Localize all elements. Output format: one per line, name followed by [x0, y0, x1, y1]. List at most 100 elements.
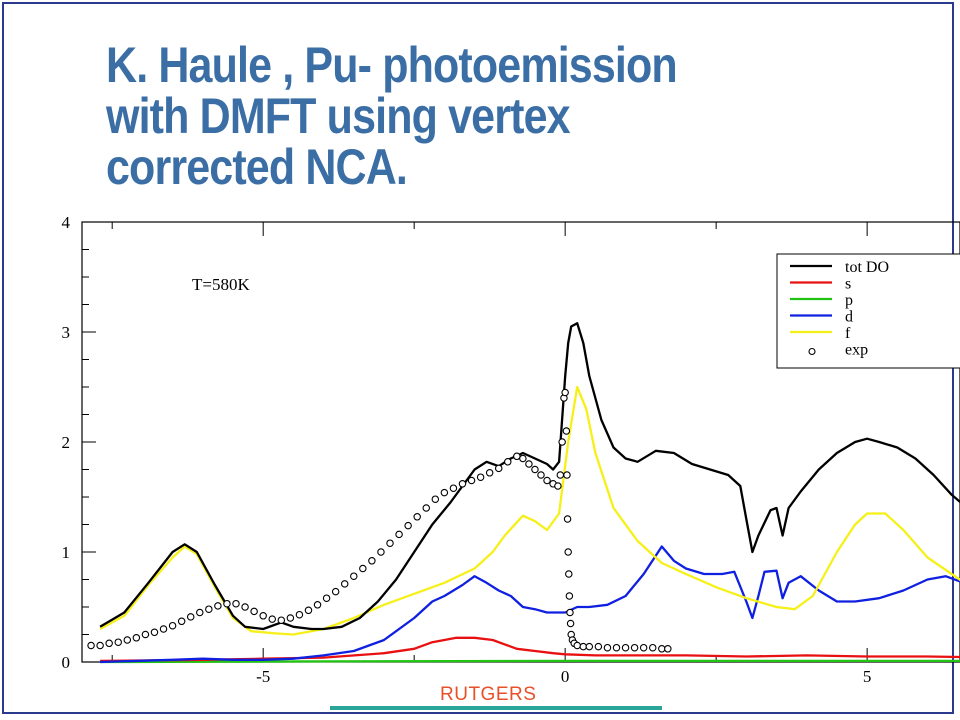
exp-data-point: [494, 464, 503, 473]
exp-data-point: [476, 473, 485, 481]
exp-data-point: [331, 587, 340, 596]
exp-data-point: [141, 630, 150, 639]
series-line-tot-dos: [99, 322, 960, 631]
exp-data-point: [504, 458, 512, 466]
exp-data-point: [664, 645, 672, 653]
exp-data-point: [386, 539, 394, 547]
exp-data-point: [658, 645, 666, 653]
title-line: corrected NCA.: [106, 139, 408, 195]
footer-label: RUTGERS: [440, 684, 537, 705]
exp-data-point: [566, 608, 574, 617]
exp-data-point: [150, 628, 159, 637]
legend-label: d: [845, 309, 853, 326]
y-tick-label: 3: [62, 323, 71, 342]
footer-bar: [330, 706, 662, 710]
exp-data-point: [564, 548, 572, 556]
exp-data-point: [123, 636, 132, 644]
series-line-d: [100, 545, 960, 664]
exp-data-point: [563, 515, 572, 523]
exp-data-point: [250, 607, 258, 616]
exp-data-point: [350, 572, 358, 580]
exp-data-point: [565, 570, 573, 578]
exp-data-point: [359, 564, 367, 573]
exp-data-point: [573, 641, 581, 650]
exp-data-point: [395, 530, 403, 539]
exp-data-point: [241, 603, 249, 611]
exp-data-point: [513, 452, 521, 461]
y-tick-label: 4: [62, 213, 71, 232]
exp-data-point: [268, 615, 276, 623]
x-tick-label: -5: [256, 667, 270, 686]
exp-data-point: [639, 643, 648, 652]
exp-data-point: [313, 601, 322, 609]
exp-data-point: [458, 480, 467, 488]
x-tick-label: 0: [561, 667, 570, 686]
exp-data-point: [603, 643, 612, 652]
slide-title: K. Haule , Pu- photoemission with DMFT u…: [106, 40, 760, 193]
series-layer: [87, 322, 960, 664]
exp-data-point: [531, 465, 539, 474]
exp-data-point: [594, 642, 603, 651]
legend-label: p: [845, 292, 853, 309]
exp-data-point: [556, 471, 565, 479]
exp-data-point: [558, 438, 566, 446]
legend-label: tot DO: [845, 259, 889, 276]
exp-data-point: [295, 610, 304, 619]
exp-data-point: [340, 580, 349, 588]
title-line: K. Haule , Pu- photoemission: [106, 37, 678, 93]
title-line: with DMFT using vertex: [106, 88, 571, 144]
exp-data-point: [519, 454, 527, 463]
exp-data-point: [562, 427, 571, 435]
exp-data-point: [214, 602, 222, 610]
exp-data-point: [612, 643, 621, 652]
exp-data-point: [467, 476, 476, 485]
exp-data-point: [621, 643, 630, 652]
exp-data-point: [368, 557, 376, 565]
x-tick-label: 5: [863, 667, 872, 686]
exp-data-point: [648, 643, 657, 652]
exp-data-point: [286, 614, 295, 622]
legend-box: [776, 253, 960, 369]
legend-label: f: [845, 325, 851, 342]
legend-label: s: [845, 276, 851, 293]
exp-data-point: [485, 469, 494, 477]
exp-data-point: [105, 639, 113, 648]
exp-data-point: [543, 476, 551, 485]
exp-data-point: [431, 495, 440, 503]
exp-data-point: [196, 608, 204, 617]
exp-data-point: [563, 471, 571, 479]
exp-data-point: [422, 504, 430, 512]
exp-data-point: [205, 605, 213, 613]
exp-data-point: [277, 616, 286, 624]
exp-data-point: [132, 634, 141, 642]
exp-data-point: [223, 599, 231, 608]
exp-data-point: [449, 484, 458, 492]
exp-data-point: [96, 641, 104, 650]
series-line-s: [100, 636, 960, 663]
exp-data-point: [87, 641, 95, 650]
exp-data-point: [585, 642, 594, 651]
series-line-p: [100, 659, 960, 664]
exp-data-point: [177, 617, 186, 626]
exp-data-point: [322, 594, 331, 602]
exp-data-point: [525, 460, 533, 468]
temperature-annotation: T=580K: [192, 275, 250, 294]
exp-data-point: [168, 621, 177, 630]
exp-data-point: [554, 482, 562, 490]
y-tick-label: 1: [62, 543, 71, 562]
exp-data-point: [565, 592, 574, 600]
exp-data-point: [304, 606, 313, 615]
exp-data-point: [232, 599, 240, 608]
exp-data-point: [630, 643, 639, 652]
exp-data-point: [440, 488, 449, 497]
exp-data-point: [537, 471, 545, 479]
exp-data-point: [159, 625, 168, 633]
exp-data-point: [579, 642, 588, 651]
exp-data-point: [413, 513, 421, 521]
exp-data-point: [186, 613, 195, 621]
chart-axes: 0 1 2 3 4 -5 0 5: [62, 213, 872, 686]
exp-data-point: [404, 521, 412, 530]
exp-data-point: [114, 638, 122, 646]
